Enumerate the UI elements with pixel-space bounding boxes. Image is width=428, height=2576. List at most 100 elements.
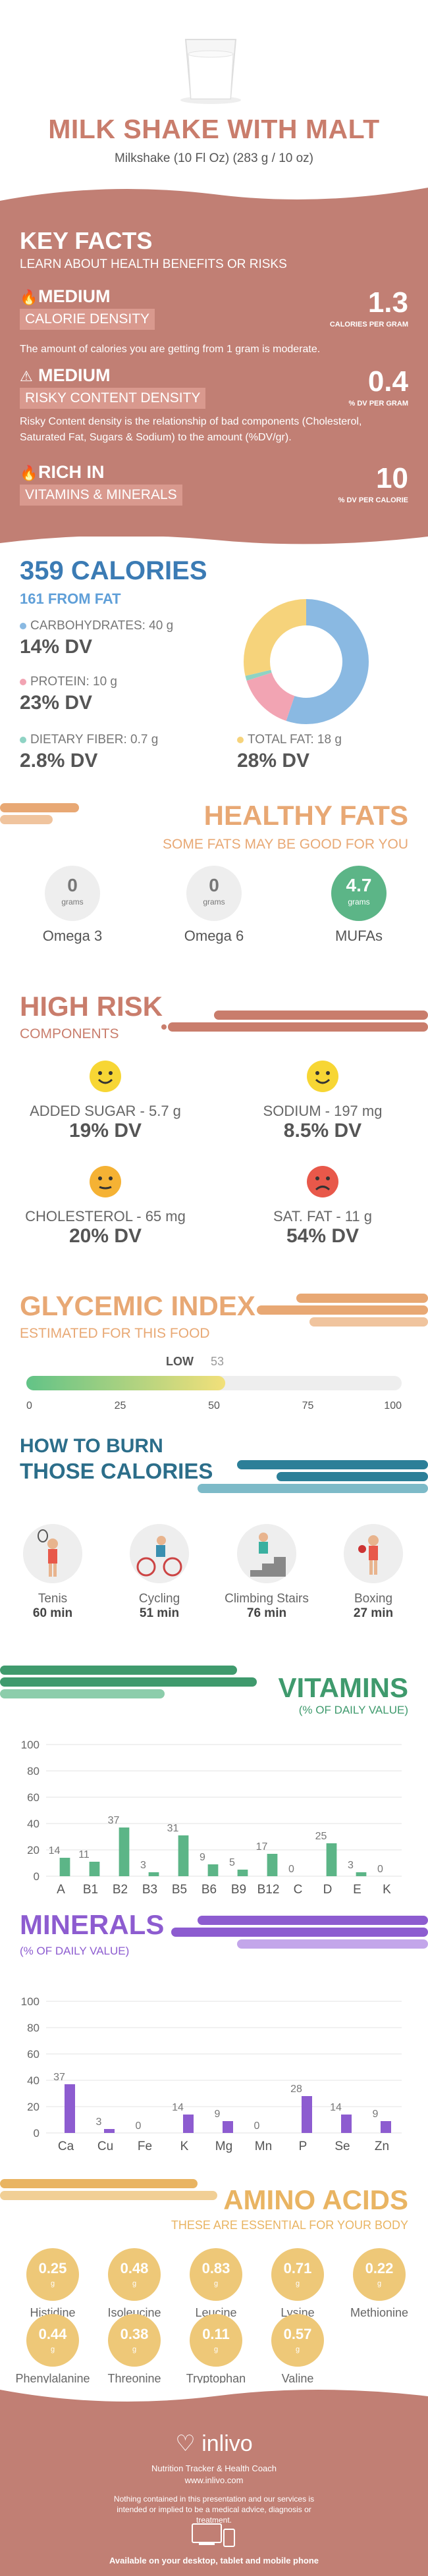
activity-climbing-stairs: Climbing Stairs 76 min bbox=[221, 1524, 313, 1621]
legend-dot bbox=[20, 679, 26, 685]
bar bbox=[119, 1827, 130, 1876]
amino-unit: g bbox=[50, 2280, 55, 2288]
warning-icon: ⚠ bbox=[20, 368, 33, 384]
y-tick-label: 100 bbox=[21, 1995, 40, 2008]
high-risk-subtitle: COMPONENTS bbox=[20, 1026, 119, 1041]
y-tick-label: 20 bbox=[27, 1844, 40, 1856]
protein-label: PROTEIN: 10 g bbox=[30, 675, 117, 689]
key-facts-title: KEY FACTS bbox=[20, 227, 153, 254]
amino-subtitle: THESE ARE ESSENTIAL FOR YOUR BODY bbox=[171, 2219, 408, 2232]
x-tick-label: B12 bbox=[257, 1883, 280, 1897]
fact-unit: % DV PER CALORIE bbox=[338, 496, 408, 504]
amino-circle: 0.57 g bbox=[271, 2314, 324, 2367]
x-tick-label: Cu bbox=[97, 2140, 113, 2153]
fat-unit: grams bbox=[203, 897, 225, 907]
fat-unit: grams bbox=[61, 897, 84, 907]
amino-item: 0.44 g Phenylalanine bbox=[10, 2314, 95, 2386]
bar-value-label: 14 bbox=[330, 2102, 342, 2113]
footer-url[interactable]: www.inlivo.com bbox=[184, 2475, 244, 2485]
burn-title-1: HOW TO BURN bbox=[20, 1435, 163, 1457]
y-tick-label: 60 bbox=[27, 1791, 40, 1804]
y-tick-label: 40 bbox=[27, 2074, 40, 2087]
high-risk-title: HIGH RISK bbox=[20, 991, 163, 1022]
minerals-section: MINERALS (% OF DAILY VALUE) 0 20 40 60 80 100… bbox=[0, 1909, 428, 2192]
fat-mufas: 4.7 grams MUFAs bbox=[309, 866, 408, 945]
vitamins-section: VITAMINS (% OF DAILY VALUE) 0 20 40 60 80 100… bbox=[0, 1652, 428, 1929]
y-tick-label: 20 bbox=[27, 2101, 40, 2113]
x-tick-label: D bbox=[323, 1883, 333, 1897]
activity-minutes: 60 min bbox=[32, 1606, 73, 1620]
vitamins-chart: 0 20 40 60 80 100 14 A 11 B1 37 B2 3 B3 31 B5 9 B6 5 B9 17 B1… bbox=[21, 1739, 402, 1897]
bar-value-label: 3 bbox=[140, 1860, 146, 1871]
risk-cholesterol: CHOLESTEROL - 65 mg 20% DV bbox=[7, 1165, 204, 1248]
high-risk-section: HIGH RISK COMPONENTS ADDED SUGAR - 5.7 g… bbox=[0, 978, 428, 1287]
fact-description: Risky Content density is the relationshi… bbox=[20, 416, 362, 443]
healthy-fats-section: HEALTHY FATS SOME FATS MAY BE GOOD FOR Y… bbox=[0, 774, 428, 997]
legend-dot bbox=[20, 623, 26, 629]
bar bbox=[104, 2129, 115, 2133]
activity-name: Boxing bbox=[354, 1592, 393, 1606]
y-tick-label: 60 bbox=[27, 2048, 40, 2061]
bar bbox=[148, 1872, 159, 1876]
amino-title: AMINO ACIDS bbox=[223, 2184, 408, 2215]
bar-value-label: 0 bbox=[288, 1864, 294, 1875]
fact-risky-content: ⚠ MEDIUM RISKY CONTENT DENSITY 0.4 % DV … bbox=[20, 365, 408, 451]
y-tick-label: 80 bbox=[27, 2022, 40, 2034]
x-tick-label: Fe bbox=[138, 2140, 152, 2153]
amino-value: 0.22 bbox=[365, 2260, 394, 2276]
fact-value: 1.3 bbox=[367, 286, 408, 319]
amino-item: 0.71 g Lysine bbox=[255, 2248, 340, 2320]
minerals-subtitle: (% OF DAILY VALUE) bbox=[20, 1945, 130, 1957]
bar-value-label: 11 bbox=[78, 1849, 90, 1860]
fact-label: RISKY CONTENT DENSITY bbox=[20, 388, 206, 409]
amino-unit: g bbox=[132, 2280, 137, 2288]
bar bbox=[237, 1870, 248, 1876]
gauge-tick-label: 50 bbox=[208, 1400, 220, 1411]
protein-dv: 23% DV bbox=[20, 692, 93, 714]
amino-value: 0.11 bbox=[202, 2326, 230, 2342]
protein-stat: PROTEIN: 10 g 23% DV bbox=[20, 675, 117, 714]
bar bbox=[183, 2115, 194, 2133]
activity-minutes: 27 min bbox=[353, 1606, 394, 1620]
calories-title: 359 CALORIES bbox=[20, 556, 207, 585]
tennis-icon bbox=[23, 1524, 82, 1583]
decor-bars bbox=[257, 1294, 428, 1327]
risk-label: SAT. FAT - 11 g bbox=[273, 1208, 372, 1224]
x-tick-label: B3 bbox=[142, 1883, 157, 1897]
glycemic-level: LOW bbox=[166, 1355, 194, 1368]
fact-level: MEDIUM bbox=[38, 365, 111, 385]
risk-label: CHOLESTEROL - 65 mg bbox=[25, 1208, 186, 1224]
x-tick-label: Mg bbox=[215, 2140, 232, 2153]
x-tick-label: Ca bbox=[58, 2140, 74, 2153]
x-tick-label: B5 bbox=[172, 1883, 187, 1897]
fat-label: TOTAL FAT: 18 g bbox=[248, 733, 342, 747]
amino-circle: 0.83 g bbox=[190, 2248, 242, 2301]
wave-divider bbox=[0, 181, 428, 201]
fact-description: The amount of calories you are getting f… bbox=[20, 344, 321, 355]
decor-bars bbox=[161, 1011, 428, 1032]
decor-bars bbox=[0, 2179, 217, 2200]
page-subtitle: Milkshake (10 Fl Oz) (283 g / 10 oz) bbox=[115, 151, 313, 165]
bar bbox=[89, 1862, 100, 1876]
amino-value: 0.48 bbox=[120, 2260, 149, 2276]
calories-from-fat: 161 FROM FAT bbox=[20, 591, 121, 607]
fat-omega6: 0 grams Omega 6 bbox=[165, 866, 263, 945]
fat-value: 4.7 bbox=[346, 875, 372, 895]
heart-icon: ♡ bbox=[175, 2431, 196, 2456]
fat-unit: grams bbox=[348, 897, 370, 907]
milk-glass-icon bbox=[180, 39, 241, 104]
risk-sat-fat: SAT. FAT - 11 g 54% DV bbox=[224, 1165, 421, 1248]
fact-value: 10 bbox=[376, 462, 408, 494]
fat-circle: 0 grams bbox=[45, 866, 100, 921]
amino-unit: g bbox=[50, 2346, 55, 2353]
activity-cycling: Cycling 51 min bbox=[113, 1524, 205, 1621]
bar bbox=[223, 2121, 233, 2133]
amino-circle: 0.48 g bbox=[108, 2248, 161, 2301]
amino-unit: g bbox=[295, 2346, 300, 2353]
x-tick-label: Mn bbox=[255, 2140, 272, 2153]
amino-circle: 0.25 g bbox=[26, 2248, 79, 2301]
minerals-chart: 0 20 40 60 80 100 37 Ca 3 Cu 0 Fe 14 K 9 Mg 0 Mn 28 P 14 Se 9 Z… bbox=[21, 1995, 402, 2153]
bar-value-label: 0 bbox=[254, 2120, 260, 2132]
fat-omega3: 0 grams Omega 3 bbox=[23, 866, 122, 945]
hero: MILK SHAKE WITH MALT Milkshake (10 Fl Oz… bbox=[0, 0, 428, 181]
